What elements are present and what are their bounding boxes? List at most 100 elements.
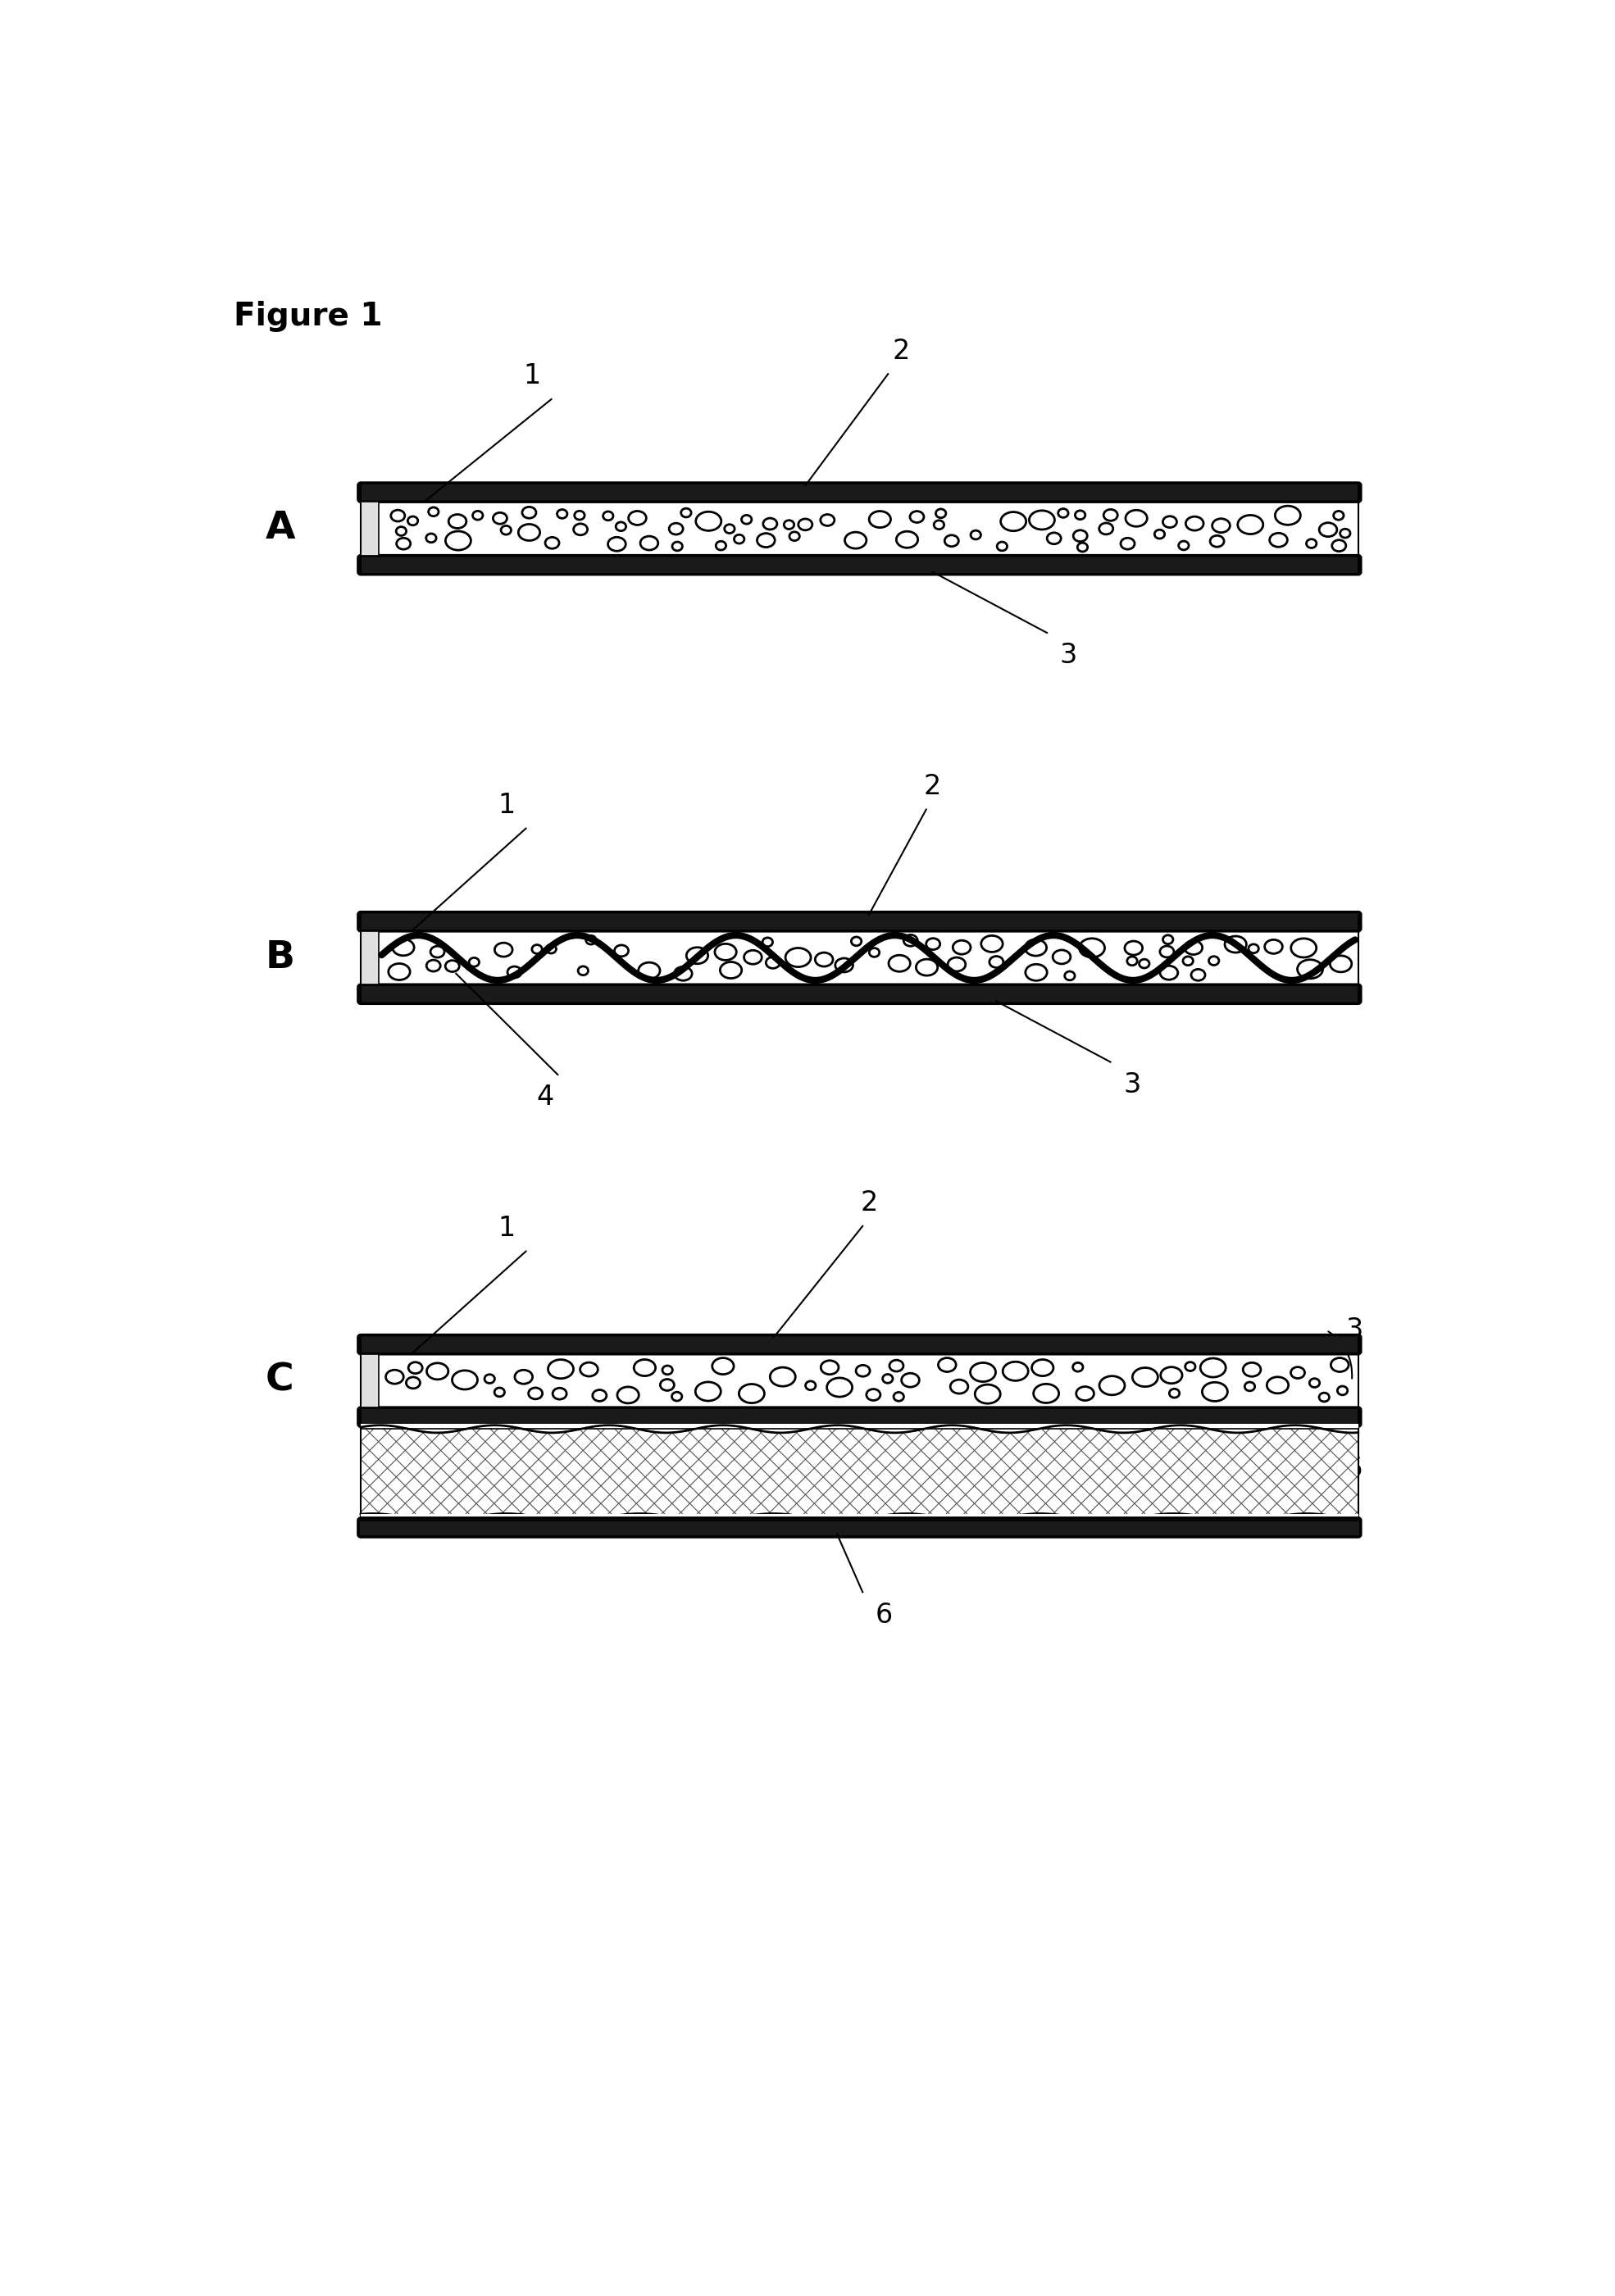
Ellipse shape — [1127, 957, 1137, 964]
Ellipse shape — [725, 523, 735, 533]
Ellipse shape — [672, 542, 683, 551]
Ellipse shape — [392, 939, 413, 955]
Ellipse shape — [449, 514, 467, 528]
Ellipse shape — [1331, 1357, 1349, 1371]
Ellipse shape — [890, 1359, 903, 1371]
Ellipse shape — [1034, 1384, 1059, 1403]
Ellipse shape — [640, 537, 657, 551]
Ellipse shape — [1126, 510, 1147, 526]
Text: 3: 3 — [1059, 643, 1077, 668]
Ellipse shape — [580, 1362, 598, 1375]
FancyBboxPatch shape — [359, 912, 1361, 930]
Ellipse shape — [745, 951, 762, 964]
Ellipse shape — [1160, 967, 1177, 980]
Text: 1: 1 — [497, 792, 515, 820]
Ellipse shape — [1029, 510, 1055, 530]
Ellipse shape — [494, 1387, 504, 1396]
Ellipse shape — [712, 1357, 733, 1375]
Ellipse shape — [935, 510, 946, 519]
Ellipse shape — [547, 1359, 573, 1378]
Ellipse shape — [578, 967, 588, 976]
Ellipse shape — [1121, 537, 1135, 549]
Ellipse shape — [1307, 540, 1316, 549]
Ellipse shape — [1160, 946, 1174, 957]
Ellipse shape — [1032, 1359, 1053, 1375]
Ellipse shape — [1224, 937, 1247, 953]
Ellipse shape — [696, 1382, 720, 1401]
Ellipse shape — [1244, 1362, 1261, 1378]
Ellipse shape — [431, 946, 444, 957]
Ellipse shape — [820, 1362, 838, 1375]
Bar — [360, 1424, 1358, 1428]
Ellipse shape — [1163, 934, 1172, 944]
Text: C: C — [265, 1362, 294, 1398]
Ellipse shape — [1163, 517, 1177, 528]
Text: 1: 1 — [497, 1215, 515, 1242]
Text: A: A — [265, 510, 296, 546]
Ellipse shape — [820, 514, 835, 526]
Ellipse shape — [869, 512, 891, 528]
Ellipse shape — [1334, 512, 1344, 519]
Bar — [360, 503, 1358, 556]
Ellipse shape — [1182, 957, 1193, 964]
Ellipse shape — [975, 1384, 1000, 1403]
Ellipse shape — [1200, 1359, 1226, 1378]
Ellipse shape — [783, 521, 795, 528]
Ellipse shape — [1237, 514, 1263, 535]
Ellipse shape — [494, 944, 512, 957]
Bar — [360, 498, 1358, 503]
Ellipse shape — [1208, 957, 1219, 964]
Ellipse shape — [1139, 960, 1150, 969]
Ellipse shape — [1103, 510, 1118, 521]
Ellipse shape — [901, 1373, 919, 1387]
Ellipse shape — [1047, 533, 1061, 544]
Ellipse shape — [484, 1375, 494, 1382]
Ellipse shape — [672, 1391, 682, 1401]
Ellipse shape — [405, 1378, 420, 1389]
Ellipse shape — [1202, 1382, 1227, 1401]
Bar — [360, 1355, 1358, 1407]
Ellipse shape — [903, 934, 917, 946]
Ellipse shape — [397, 537, 410, 549]
Ellipse shape — [990, 955, 1003, 967]
Polygon shape — [360, 1426, 1358, 1522]
Ellipse shape — [916, 960, 938, 976]
Ellipse shape — [426, 960, 441, 971]
Text: 6: 6 — [875, 1603, 893, 1628]
Ellipse shape — [662, 1366, 672, 1375]
Ellipse shape — [1072, 1362, 1084, 1371]
Bar — [360, 928, 1358, 930]
Bar — [360, 1352, 1358, 1355]
Ellipse shape — [1276, 505, 1300, 526]
Ellipse shape — [507, 967, 522, 978]
Ellipse shape — [953, 941, 971, 955]
Ellipse shape — [1210, 535, 1224, 546]
Ellipse shape — [720, 962, 741, 978]
Ellipse shape — [790, 533, 799, 540]
Ellipse shape — [1213, 519, 1231, 533]
Ellipse shape — [1290, 1366, 1305, 1378]
Ellipse shape — [1340, 528, 1350, 537]
Ellipse shape — [933, 521, 945, 530]
Ellipse shape — [1026, 939, 1047, 955]
Ellipse shape — [669, 523, 683, 535]
Bar — [360, 930, 378, 985]
FancyBboxPatch shape — [359, 556, 1361, 574]
Ellipse shape — [764, 519, 777, 530]
Ellipse shape — [615, 521, 627, 530]
Ellipse shape — [715, 944, 736, 960]
Ellipse shape — [493, 512, 507, 523]
Ellipse shape — [557, 510, 567, 519]
Ellipse shape — [515, 1371, 533, 1384]
Ellipse shape — [1310, 1378, 1319, 1387]
Ellipse shape — [851, 937, 861, 946]
Ellipse shape — [628, 512, 646, 526]
Bar — [360, 503, 378, 556]
Ellipse shape — [531, 944, 543, 953]
Ellipse shape — [1248, 944, 1258, 953]
Ellipse shape — [883, 1375, 893, 1382]
Ellipse shape — [1184, 941, 1202, 955]
Ellipse shape — [593, 1389, 607, 1401]
Ellipse shape — [856, 1366, 870, 1378]
Ellipse shape — [1337, 1387, 1347, 1396]
